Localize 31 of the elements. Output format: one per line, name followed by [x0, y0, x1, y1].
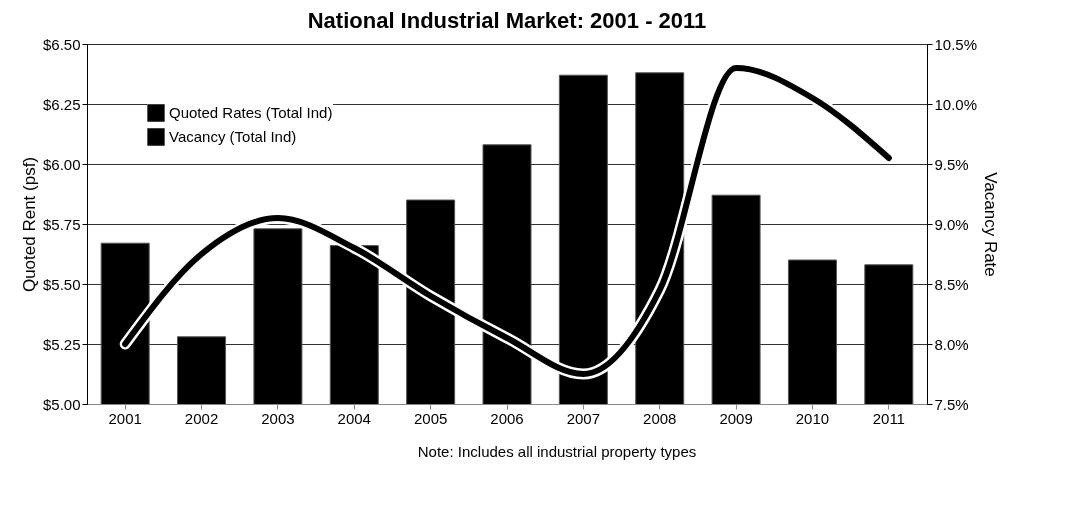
y-tick-label: $5.00: [42, 395, 81, 413]
x-tick-label: 2005: [413, 409, 448, 427]
x-tick-label: 2002: [184, 409, 219, 427]
y-tick-label: $5.25: [42, 335, 81, 353]
y-tick-label: $5.75: [42, 215, 81, 233]
x-tick-label: 2011: [872, 409, 905, 427]
y2-tick-label: 9.0%: [934, 215, 969, 233]
y-tick-label: $6.25: [42, 95, 81, 113]
chart-title: National Industrial Market: 2001 - 2011: [307, 8, 707, 33]
x-tick-label: 2009: [719, 409, 753, 427]
y-tick-label: $6.00: [42, 155, 81, 173]
y2-tick-label: 10.5%: [934, 35, 978, 53]
y-tick-label: $6.50: [42, 35, 81, 53]
y2-axis-title: Vacancy Rate: [981, 172, 1001, 277]
x-tick-label: 2003: [261, 409, 295, 427]
y2-tick-label: 10.0%: [934, 95, 978, 113]
x-tick-label: 2006: [490, 409, 524, 427]
y2-tick-label: 9.5%: [934, 155, 969, 173]
x-tick-label: 2007: [566, 409, 601, 427]
y-tick-label: $5.50: [42, 275, 81, 293]
y2-tick-label: 8.5%: [934, 275, 969, 293]
x-tick-label: 2001: [108, 409, 142, 427]
x-tick-label: 2004: [337, 409, 371, 427]
y-axis-title: Quoted Rent (psf): [19, 156, 39, 293]
x-tick-label: 2008: [643, 409, 677, 427]
legend-label: Quoted Rates (Total Ind): [169, 104, 333, 121]
y2-tick-label: 7.5%: [934, 395, 969, 413]
text: Note: Includes all industrial property types: [417, 443, 697, 460]
x-tick-label: 2010: [795, 409, 830, 427]
y2-tick-label: 8.0%: [934, 335, 969, 353]
legend-label: Vacancy (Total Ind): [169, 128, 297, 145]
